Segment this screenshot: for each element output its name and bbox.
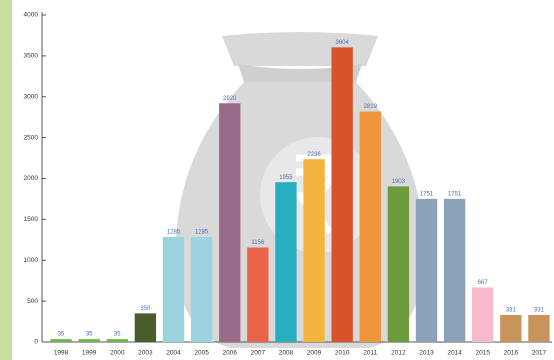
value-label: 350: [140, 306, 151, 312]
bar: [387, 186, 410, 342]
x-tick-label: 2011: [363, 350, 377, 357]
value-label: 1751: [420, 191, 434, 197]
y-tick-label: 0: [34, 339, 38, 346]
y-tick-label: 500: [27, 298, 38, 305]
x-tick-label: 2000: [110, 350, 125, 357]
side-strip: [0, 0, 12, 360]
value-label: 667: [478, 280, 489, 286]
value-label: 331: [534, 308, 545, 314]
x-tick-label: 2009: [307, 350, 322, 357]
x-tick-label: 2013: [419, 350, 434, 357]
y-tick-label: 1000: [24, 257, 39, 264]
value-label: 1285: [195, 230, 209, 236]
value-label: 1285: [167, 230, 181, 236]
x-tick-label: 2008: [279, 350, 294, 357]
x-tick-label: 1998: [54, 350, 69, 357]
y-tick-label: 1500: [24, 216, 39, 223]
x-tick-label: 2012: [391, 350, 406, 357]
y-tick-label: 4000: [24, 12, 39, 19]
bar: [303, 159, 325, 342]
y-tick-label: 2000: [24, 175, 39, 182]
value-label: 1903: [392, 179, 406, 185]
x-tick-label: 2017: [532, 350, 547, 357]
x-tick-label: 2015: [475, 350, 490, 357]
x-tick-label: 2006: [222, 350, 237, 357]
bar: [50, 339, 72, 342]
bar: [78, 339, 100, 342]
bar: [528, 314, 550, 342]
bar: [162, 236, 185, 342]
y-tick-label: 3000: [24, 93, 39, 100]
value-label: 2920: [223, 96, 237, 102]
y-tick-label: 3500: [24, 53, 39, 60]
value-label: 1955: [279, 175, 293, 181]
x-tick-label: 2004: [166, 350, 181, 357]
value-label: 2819: [364, 104, 378, 110]
bar: [331, 47, 353, 343]
bar: [275, 182, 297, 342]
bar: [500, 314, 522, 342]
value-label: 331: [506, 308, 517, 314]
x-tick-label: 2003: [138, 350, 153, 357]
bar: [219, 103, 241, 342]
x-tick-label: 1999: [82, 350, 97, 357]
bar: [106, 339, 128, 342]
bar: [472, 287, 494, 342]
value-label: 35: [86, 332, 93, 338]
bar: [443, 198, 466, 342]
x-tick-label: 2014: [447, 350, 462, 357]
value-label: 3604: [335, 40, 349, 46]
x-tick-label: 2016: [504, 350, 519, 357]
value-label: 1751: [448, 191, 462, 197]
y-tick-label: 2500: [24, 134, 39, 141]
value-label: 2236: [307, 152, 321, 158]
x-tick-label: 2005: [194, 350, 209, 357]
bar: [415, 198, 438, 342]
value-label: 1156: [251, 240, 265, 246]
bar: [247, 247, 269, 342]
money-bag: [175, 32, 425, 348]
bar: [190, 236, 213, 342]
x-tick-label: 2007: [251, 350, 266, 357]
value-label: 35: [58, 332, 65, 338]
bar: [134, 313, 157, 342]
value-label: 35: [114, 332, 121, 338]
bar: [359, 111, 381, 342]
x-tick-label: 2010: [335, 350, 350, 357]
